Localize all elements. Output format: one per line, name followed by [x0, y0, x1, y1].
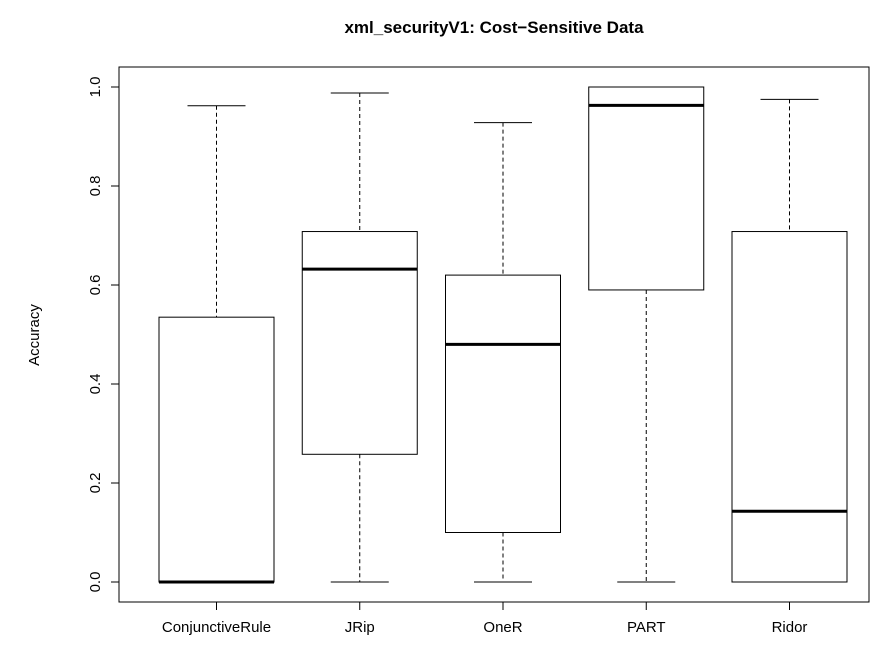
box-iqr: [301, 231, 418, 455]
y-axis: 0.0 0.2 0.4 0.6 0.8 1.0: [87, 77, 120, 593]
y-tick-label: 0.0: [87, 572, 104, 593]
box-series: [158, 86, 848, 584]
x-tick-label: Ridor: [772, 619, 808, 636]
y-axis-title: Accuracy: [26, 304, 43, 366]
box-oner: [445, 122, 561, 583]
x-axis: ConjunctiveRule JRip OneR PART Ridor: [162, 601, 808, 636]
y-tick-label: 0.8: [87, 176, 104, 197]
box-part: [588, 86, 705, 583]
box-ridor: [731, 98, 848, 583]
chart-title: xml_securityV1: Cost−Sensitive Data: [344, 18, 644, 37]
x-tick-label: ConjunctiveRule: [162, 619, 271, 636]
y-tick-label: 0.6: [87, 275, 104, 296]
box-iqr: [158, 316, 275, 583]
y-tick-label: 0.2: [87, 473, 104, 494]
box-jrip: [301, 92, 418, 583]
x-tick-label: PART: [627, 619, 666, 636]
y-tick-label: 1.0: [87, 77, 104, 98]
box-conjunctiverule: [158, 105, 275, 584]
x-tick-label: JRip: [345, 619, 375, 636]
box-iqr: [731, 231, 848, 583]
box-iqr: [588, 86, 705, 291]
y-tick-label: 0.4: [87, 374, 104, 395]
x-tick-label: OneR: [483, 619, 522, 636]
box-iqr: [445, 274, 561, 533]
